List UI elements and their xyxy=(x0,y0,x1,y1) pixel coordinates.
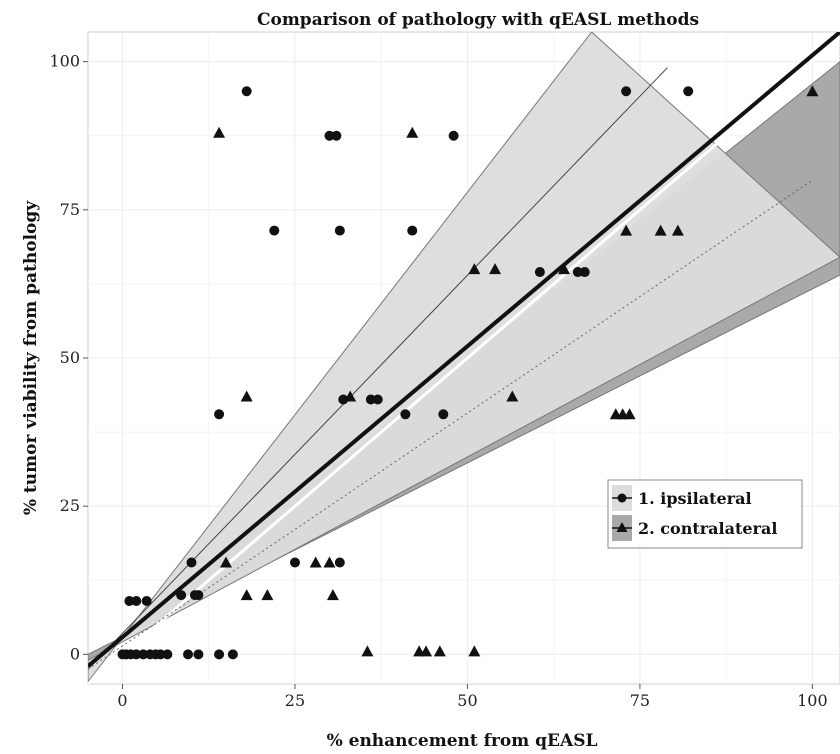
y-axis-label: % tumor viability from pathology xyxy=(21,200,41,515)
y-tick-label: 50 xyxy=(60,348,80,367)
y-tick-label: 25 xyxy=(60,496,80,515)
contralateral-point xyxy=(558,263,571,275)
ipsilateral-point xyxy=(683,86,694,97)
ipsilateral-point xyxy=(579,267,590,278)
x-tick-label: 50 xyxy=(457,691,477,710)
ipsilateral-point xyxy=(227,649,238,660)
y-tick-label: 0 xyxy=(70,644,80,663)
ipsilateral-point xyxy=(162,649,173,660)
ipsilateral-point xyxy=(141,596,152,607)
contralateral-point xyxy=(309,556,322,568)
ipsilateral-point xyxy=(438,409,449,420)
chart-title: Comparison of pathology with qEASL metho… xyxy=(257,10,699,30)
1-ipsilateral-fit-line xyxy=(88,67,668,670)
contralateral-point xyxy=(420,645,433,657)
contralateral-point xyxy=(468,645,481,657)
legend-marker-contralateral xyxy=(616,522,628,532)
ipsilateral-point xyxy=(186,557,197,568)
legend-box xyxy=(607,479,803,549)
x-tick-label: 0 xyxy=(117,691,127,710)
contralateral-point xyxy=(344,390,357,402)
ipsilateral-point xyxy=(372,394,383,405)
contralateral-point xyxy=(326,589,339,601)
contralateral-point xyxy=(240,589,253,601)
fit-lines xyxy=(88,32,840,684)
ipsilateral-point xyxy=(131,596,142,607)
contralateral-point xyxy=(361,645,374,657)
legend-marker-ipsilateral xyxy=(617,493,627,503)
x-axis-ticks: 0 25 50 75 100 xyxy=(117,684,828,710)
ipsilateral-point xyxy=(131,649,142,660)
contralateral-point xyxy=(623,408,636,420)
ipsilateral-point xyxy=(289,557,300,568)
ipsilateral-point xyxy=(407,225,418,236)
ipsilateral-point xyxy=(214,409,225,420)
ipsilateral-point xyxy=(241,86,252,97)
ipsilateral-point xyxy=(324,130,335,141)
contralateral-point xyxy=(323,556,336,568)
contralateral-point xyxy=(489,263,502,275)
ipsilateral-point xyxy=(621,86,632,97)
contralateral-point xyxy=(620,224,633,236)
contralateral-point xyxy=(261,589,274,601)
contralateral-point xyxy=(506,390,519,402)
ipsilateral-point xyxy=(534,267,545,278)
contralateral-point xyxy=(433,645,446,657)
ipsilateral-point xyxy=(155,649,166,660)
x-tick-label: 25 xyxy=(285,691,305,710)
contralateral-point xyxy=(468,263,481,275)
ipsilateral-point xyxy=(334,557,345,568)
ipsilateral-point xyxy=(365,394,376,405)
ipsilateral-point xyxy=(338,394,349,405)
ipsilateral-point xyxy=(193,649,204,660)
overall-fit-line xyxy=(88,32,840,668)
ipsilateral-point xyxy=(214,649,225,660)
ipsilateral-point xyxy=(183,649,194,660)
ipsilateral-point xyxy=(331,130,342,141)
ipsilateral-point xyxy=(138,649,149,660)
legend: 1. ipsilateral 2. contralateral xyxy=(607,479,803,549)
y-tick-label: 100 xyxy=(49,52,80,71)
contralateral-point xyxy=(240,390,253,402)
contralateral-point xyxy=(406,126,419,138)
data-points xyxy=(117,85,819,660)
ipsilateral-confidence-band xyxy=(88,32,840,683)
identity-fit-line xyxy=(88,36,840,684)
2-contralateral-fit-line xyxy=(88,179,813,670)
y-tick-label: 75 xyxy=(60,200,80,219)
contralateral-point xyxy=(654,224,667,236)
contralateral-point xyxy=(213,126,226,138)
ipsilateral-point xyxy=(334,225,345,236)
ipsilateral-point xyxy=(193,590,204,601)
ipsilateral-point xyxy=(448,130,459,141)
legend-label-ipsilateral: 1. ipsilateral xyxy=(638,489,752,508)
x-axis-label: % enhancement from qEASL xyxy=(327,731,598,751)
ipsilateral-point xyxy=(176,590,187,601)
contralateral-point xyxy=(806,85,819,97)
x-tick-label: 100 xyxy=(797,691,828,710)
ipsilateral-point xyxy=(269,225,280,236)
ipsilateral-point xyxy=(400,409,411,420)
ipsilateral-point xyxy=(572,267,583,278)
legend-label-contralateral: 2. contralateral xyxy=(638,519,777,538)
contralateral-point xyxy=(671,224,684,236)
ipsilateral-point xyxy=(124,596,135,607)
contralateral-point xyxy=(219,556,232,568)
y-axis-ticks: 0 25 50 75 100 xyxy=(49,52,88,663)
x-tick-label: 75 xyxy=(630,691,650,710)
